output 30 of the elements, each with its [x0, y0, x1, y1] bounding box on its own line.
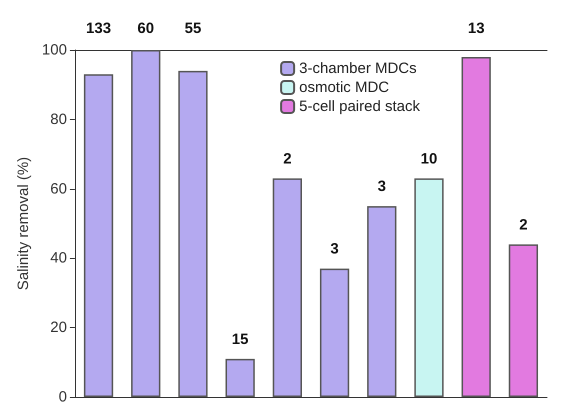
bar — [131, 50, 160, 397]
annotation: 15 — [232, 330, 248, 348]
annotation: 60 — [137, 20, 154, 37]
annotation: 2 — [283, 150, 292, 168]
bar — [84, 74, 114, 397]
y-axis-title: Salinity removal (%) — [15, 156, 32, 290]
annotation: 13 — [468, 20, 485, 37]
y-tick-label: 60 — [50, 180, 67, 198]
annotation: 55 — [184, 20, 202, 37]
annotation: 3 — [330, 240, 339, 258]
y-tick-label: 80 — [50, 110, 67, 128]
bar — [367, 206, 396, 397]
y-tick-label: 40 — [50, 250, 67, 267]
y-tick-label: 100 — [42, 42, 67, 58]
annotation: 3 — [378, 178, 386, 196]
bar — [178, 70, 208, 397]
bar — [226, 358, 255, 397]
bar — [462, 56, 491, 397]
legend-label: osmotic MDC — [299, 79, 390, 96]
bar — [272, 178, 302, 397]
legend-label: 5-cell paired stack — [299, 98, 420, 115]
y-tick-label: 20 — [50, 319, 67, 336]
y-tick-label: 0 — [58, 388, 67, 406]
bar — [414, 178, 444, 397]
bar — [508, 244, 538, 397]
bar — [320, 268, 350, 397]
legend-label: 3-chamber MDCs — [299, 60, 417, 77]
annotation: 10 — [420, 150, 438, 168]
annotation: 133 — [86, 20, 112, 37]
annotation: 2 — [519, 216, 528, 234]
